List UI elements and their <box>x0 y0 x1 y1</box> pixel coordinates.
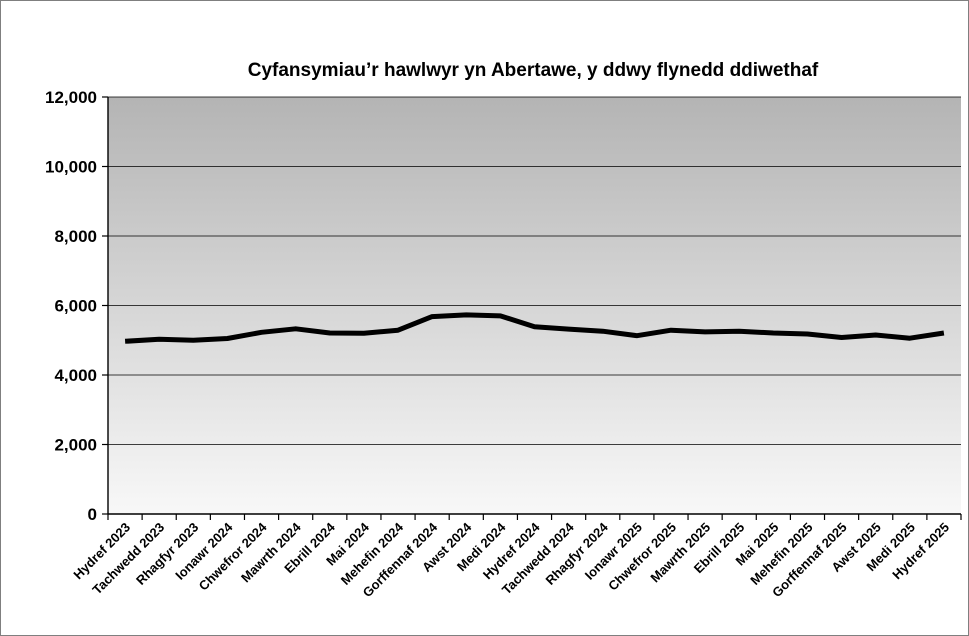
series-line <box>124 312 945 344</box>
y-tick-label: 0 <box>88 505 97 524</box>
y-tick-label: 10,000 <box>45 158 97 177</box>
y-tick-label: 12,000 <box>45 88 97 107</box>
y-tick-label: 2,000 <box>54 436 97 455</box>
chart-title: Cyfansymiau’r hawlwyr yn Abertawe, y ddw… <box>248 60 819 81</box>
y-tick-label: 6,000 <box>54 297 97 316</box>
y-tick-label: 4,000 <box>54 366 97 385</box>
y-tick-label: 8,000 <box>54 227 97 246</box>
